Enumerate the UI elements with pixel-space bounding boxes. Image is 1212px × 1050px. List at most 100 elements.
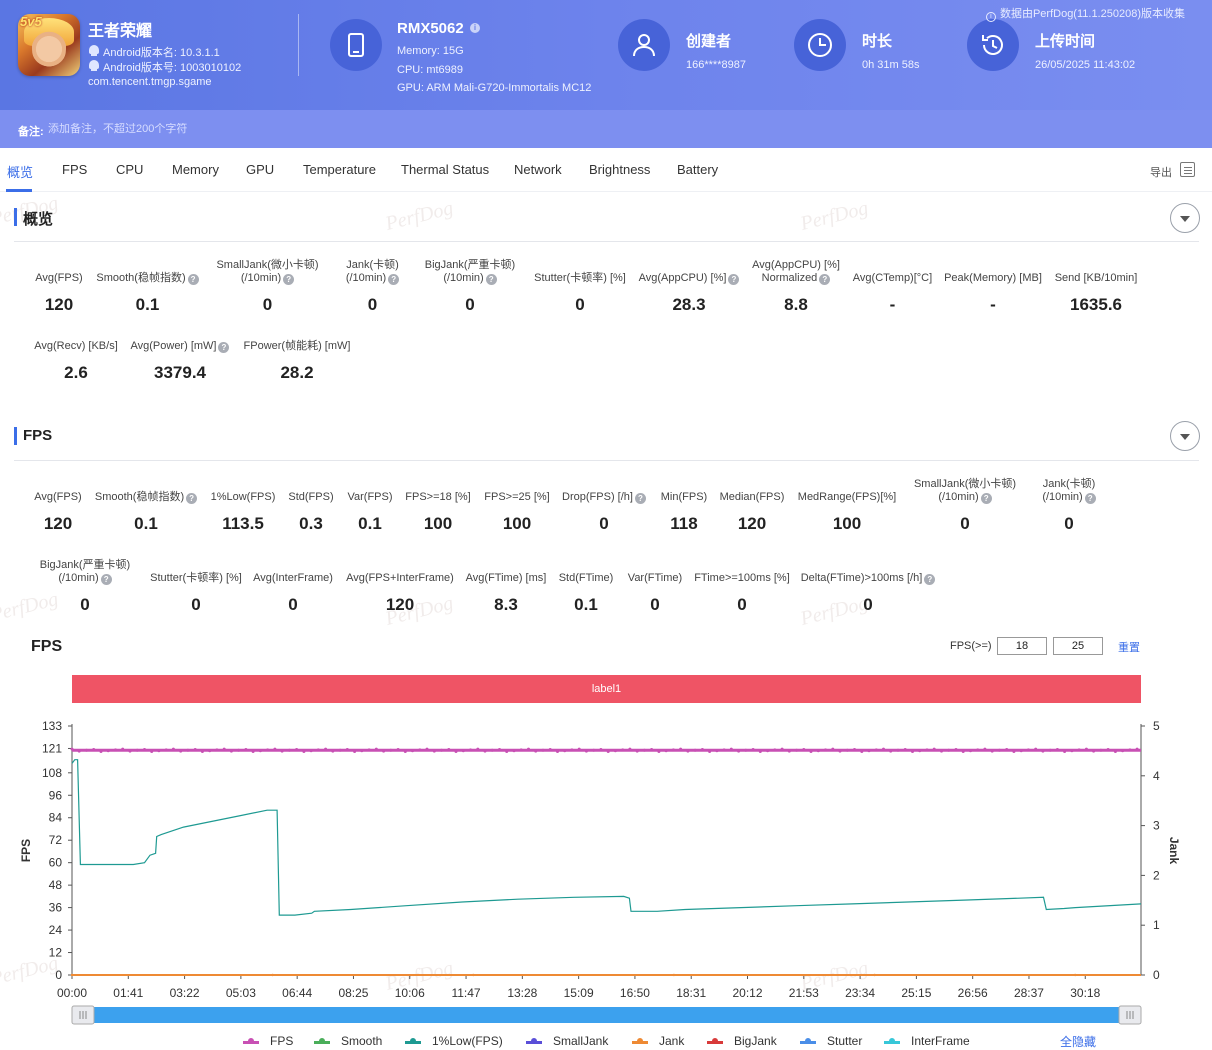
fps-point bbox=[324, 747, 328, 751]
fps-point bbox=[983, 747, 987, 751]
tab-cpu[interactable]: CPU bbox=[116, 162, 144, 177]
legend-swatch bbox=[632, 1038, 648, 1044]
metric-label: Stutter(卡顿率) [%] bbox=[150, 572, 242, 584]
fps-point bbox=[787, 749, 791, 753]
metric-label: MedRange(FPS)[%] bbox=[797, 491, 897, 503]
metric-label: Var(FTime) bbox=[627, 572, 683, 584]
help-icon[interactable]: ? bbox=[634, 493, 646, 504]
fps-point bbox=[403, 750, 407, 753]
metric-value: 0 bbox=[863, 595, 873, 614]
overview-title: 概览 bbox=[23, 211, 54, 228]
legend-item-1-low-fps[interactable]: 1%Low(FPS) bbox=[432, 1034, 503, 1048]
tab-overview[interactable]: 概览 bbox=[7, 165, 34, 180]
legend-item-fps[interactable]: FPS bbox=[270, 1034, 294, 1048]
fps-point bbox=[976, 748, 980, 752]
metric-label: Avg(FTime) [ms] bbox=[465, 572, 547, 584]
fps-point bbox=[251, 750, 255, 753]
metric-label: Avg(AppCPU) [%]? bbox=[630, 259, 748, 285]
tab-battery[interactable]: Battery bbox=[677, 162, 719, 177]
help-icon[interactable]: ? bbox=[485, 274, 497, 285]
fps-point bbox=[222, 747, 226, 751]
fps-point bbox=[229, 749, 233, 753]
android-icon bbox=[89, 45, 99, 56]
metric-fpower-mw: FPower(帧能耗) [mW] 28.2 bbox=[238, 327, 356, 382]
app-version-name: Android版本名: 10.3.1.1 bbox=[103, 47, 220, 59]
app-icon: 5v5 bbox=[18, 14, 80, 76]
x-tick-label: 26:56 bbox=[958, 986, 988, 1000]
info-icon[interactable]: i bbox=[470, 23, 480, 33]
metric-value: 0.1 bbox=[134, 514, 158, 533]
jank-point bbox=[672, 973, 676, 977]
y2-tick-label: 3 bbox=[1153, 819, 1160, 833]
collapse-overview-button[interactable] bbox=[1170, 203, 1200, 233]
metric-value: 0 bbox=[650, 595, 660, 614]
fps-point bbox=[708, 750, 712, 753]
help-icon[interactable]: ? bbox=[186, 493, 198, 504]
tab-thermal-status[interactable]: Thermal Status bbox=[401, 162, 490, 177]
metric-medrange-fps: MedRange(FPS)[%] 100 bbox=[792, 478, 902, 533]
fps-point bbox=[737, 749, 741, 753]
tab-memory[interactable]: Memory bbox=[172, 162, 219, 177]
help-icon[interactable]: ? bbox=[980, 493, 992, 504]
tab-gpu[interactable]: GPU bbox=[246, 162, 275, 177]
help-icon[interactable]: ? bbox=[283, 274, 295, 285]
x-tick-label: 15:09 bbox=[564, 986, 594, 1000]
chart-label-band[interactable]: label1 bbox=[72, 675, 1141, 703]
threshold-input-1[interactable] bbox=[997, 637, 1047, 655]
export-icon[interactable] bbox=[1180, 162, 1195, 177]
metric-avg-recv-kb-s: Avg(Recv) [KB/s] 2.6 bbox=[28, 327, 124, 382]
metric-value: 2.6 bbox=[64, 363, 88, 382]
tab-network[interactable]: Network bbox=[514, 162, 562, 177]
upload-value: 26/05/2025 11:43:02 bbox=[1035, 59, 1136, 71]
y2-tick-label: 1 bbox=[1153, 918, 1160, 932]
help-icon[interactable]: ? bbox=[187, 274, 199, 285]
legend-item-smooth[interactable]: Smooth bbox=[341, 1034, 383, 1048]
metric-label: Smooth(稳帧指数)? bbox=[90, 478, 202, 504]
duration-value: 0h 31m 58s bbox=[862, 59, 920, 71]
fps-point bbox=[729, 747, 733, 751]
legend-item-interframe[interactable]: InterFrame bbox=[911, 1034, 970, 1048]
metric-label: BigJank(严重卡顿) (/10min)? bbox=[424, 259, 516, 285]
x-tick-label: 11:47 bbox=[451, 986, 480, 1000]
fps-point bbox=[766, 749, 770, 753]
fps-point bbox=[679, 747, 683, 751]
fps-point bbox=[121, 747, 125, 751]
help-icon[interactable]: ? bbox=[819, 274, 831, 285]
metric-value: 28.3 bbox=[672, 295, 706, 314]
help-icon[interactable]: ? bbox=[388, 274, 400, 285]
zoom-slider-track[interactable] bbox=[72, 1007, 1141, 1023]
section-divider bbox=[14, 460, 1199, 461]
legend-item-smalljank[interactable]: SmallJank bbox=[553, 1034, 609, 1048]
fps-point bbox=[454, 750, 458, 753]
fps-point bbox=[135, 748, 139, 752]
fps-point bbox=[969, 749, 972, 753]
fps-point bbox=[447, 748, 451, 751]
fps-point bbox=[903, 748, 907, 751]
fps-point bbox=[353, 750, 357, 753]
remark-input[interactable] bbox=[48, 123, 348, 135]
metric-value: 0 bbox=[262, 295, 273, 314]
help-icon[interactable]: ? bbox=[1084, 493, 1096, 504]
hide-all-button[interactable]: 全隐藏 bbox=[1060, 1035, 1097, 1049]
legend-item-bigjank[interactable]: BigJank bbox=[734, 1034, 777, 1048]
section-divider bbox=[14, 241, 1199, 242]
metric-label: Smooth(稳帧指数)? bbox=[90, 259, 205, 285]
legend-item-jank[interactable]: Jank bbox=[659, 1034, 685, 1048]
x-tick-label: 06:44 bbox=[282, 986, 312, 1000]
help-icon[interactable]: ? bbox=[728, 274, 740, 285]
device-memory: Memory: 15G bbox=[397, 45, 464, 57]
x-tick-label: 00:00 bbox=[57, 986, 87, 1000]
threshold-input-2[interactable] bbox=[1053, 637, 1103, 655]
fps-point bbox=[382, 749, 386, 753]
help-icon[interactable]: ? bbox=[100, 574, 112, 585]
tab-temperature[interactable]: Temperature bbox=[303, 162, 376, 177]
help-icon[interactable]: ? bbox=[924, 574, 936, 585]
collapse-fps-button[interactable] bbox=[1170, 421, 1200, 451]
reset-button[interactable]: 重置 bbox=[1118, 642, 1140, 654]
fps-point bbox=[831, 747, 835, 751]
legend-item-stutter[interactable]: Stutter bbox=[827, 1034, 863, 1048]
export-button[interactable]: 导出 bbox=[1150, 167, 1172, 179]
tab-fps[interactable]: FPS bbox=[62, 162, 88, 177]
tab-brightness[interactable]: Brightness bbox=[589, 162, 651, 177]
help-icon[interactable]: ? bbox=[218, 342, 230, 353]
